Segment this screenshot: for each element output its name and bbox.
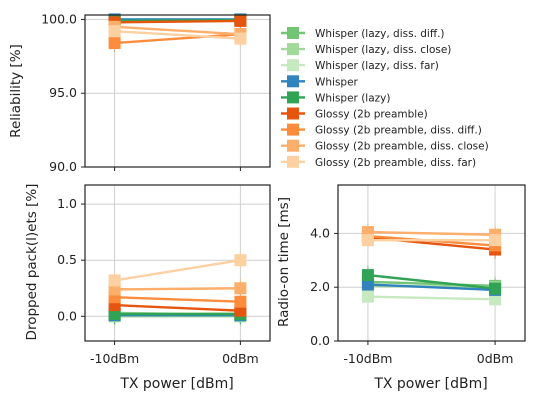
- data-point: [234, 32, 247, 45]
- legend-entry: Whisper (lazy, diss. close): [281, 43, 451, 56]
- series-line: [114, 296, 241, 303]
- y-tick-label: 90.0: [49, 159, 77, 174]
- legend-label: Glossy (2b preamble, diss. far): [315, 157, 476, 169]
- legend-entry: Glossy (2b preamble, diss. far): [281, 155, 476, 169]
- x-tick-label: 0dBm: [222, 351, 259, 366]
- legend-marker: [287, 155, 299, 168]
- y-tick-label: 4.0: [310, 225, 330, 240]
- series-line: [367, 283, 496, 292]
- data-point: [234, 282, 247, 295]
- axes-frame: [84, 184, 271, 342]
- data-point: [108, 37, 121, 50]
- y-tick-label: 100.0: [41, 11, 77, 26]
- x-axis-label-left: TX power [dBm]: [119, 376, 233, 392]
- data-point: [108, 25, 121, 38]
- legend-marker: [287, 123, 299, 136]
- legend-label: Glossy (2b preamble): [315, 109, 428, 121]
- data-point: [234, 254, 247, 267]
- radio-on-time-panel: 0.0 2.0 4.0 -10dBm 0dBm Radio-on time [ms]: [276, 184, 526, 366]
- legend-label: Glossy (2b preamble, diss. diff.): [315, 125, 482, 137]
- series-line: [114, 303, 241, 312]
- y-tick-label: 95.0: [49, 85, 77, 100]
- legend-entry: Whisper: [281, 75, 359, 88]
- y-tick-label: 0.5: [57, 252, 77, 267]
- series-line: [114, 25, 241, 36]
- legend-marker: [287, 27, 299, 39]
- legend-label: Whisper (lazy, diss. close): [315, 44, 451, 56]
- legend-marker: [287, 59, 299, 72]
- data-point: [489, 293, 502, 306]
- data-point: [361, 278, 374, 291]
- y-axis-label: Reliability [%]: [8, 44, 24, 138]
- x-tick-label: -10dBm: [90, 351, 139, 366]
- series-line: [114, 259, 241, 282]
- x-tick-label: 0dBm: [477, 351, 514, 366]
- dropped-packets-panel: 0.0 0.5 1.0 -10dBm 0dBm Dropped pack(l)ets [%…: [24, 184, 271, 366]
- legend-entry: Glossy (2b preamble): [281, 107, 428, 121]
- legend-entry: Whisper (lazy): [281, 91, 390, 104]
- y-tick-label: 0.0: [310, 333, 330, 348]
- legend-label: Whisper (lazy, diss. diff.): [315, 28, 445, 40]
- axes-frame: [337, 184, 526, 342]
- data-point: [108, 274, 121, 287]
- legend-entry: Glossy (2b preamble, diss. close): [281, 139, 489, 153]
- reliability-panel: 90.0 95.0 100.0 Reliability [%]: [8, 11, 271, 174]
- legend-entry: Glossy (2b preamble, diss. diff.): [281, 123, 482, 137]
- legend-entry: Whisper (lazy, diss. far): [281, 59, 439, 72]
- legend-label: Whisper: [315, 76, 359, 88]
- series-line: [114, 30, 241, 40]
- x-tick-label: -10dBm: [343, 351, 392, 366]
- series-line: [114, 287, 241, 291]
- series-line: [367, 295, 496, 301]
- series-line: [367, 230, 496, 236]
- legend-label: Whisper (lazy): [315, 92, 390, 104]
- legend-marker: [287, 91, 299, 104]
- legend-label: Glossy (2b preamble, diss. close): [315, 141, 489, 153]
- axes-frame: [84, 14, 271, 168]
- series-line: [367, 273, 496, 290]
- y-tick-label: 0.0: [57, 308, 77, 323]
- data-point: [361, 269, 374, 282]
- y-axis-label: Radio-on time [ms]: [276, 197, 292, 327]
- data-point: [489, 282, 502, 295]
- legend-marker: [287, 75, 299, 88]
- legend-marker: [287, 139, 299, 152]
- y-tick-label: 2.0: [310, 279, 330, 294]
- legend-marker: [287, 107, 299, 120]
- data-point: [234, 295, 247, 308]
- data-point: [489, 234, 502, 247]
- legend-label: Whisper (lazy, diss. far): [315, 60, 439, 72]
- y-axis-label: Dropped pack(l)ets [%]: [24, 184, 40, 341]
- legend: Whisper (lazy, diss. diff.) Whisper (lazy…: [281, 27, 489, 169]
- legend-entry: Whisper (lazy, diss. diff.): [281, 27, 445, 40]
- data-point: [234, 14, 247, 27]
- data-point: [361, 234, 374, 247]
- series-line: [114, 19, 241, 24]
- series-line: [114, 32, 241, 45]
- data-point: [361, 290, 374, 303]
- legend-marker: [287, 43, 299, 56]
- x-axis-label-right: TX power [dBm]: [373, 376, 487, 392]
- y-tick-label: 1.0: [57, 196, 77, 211]
